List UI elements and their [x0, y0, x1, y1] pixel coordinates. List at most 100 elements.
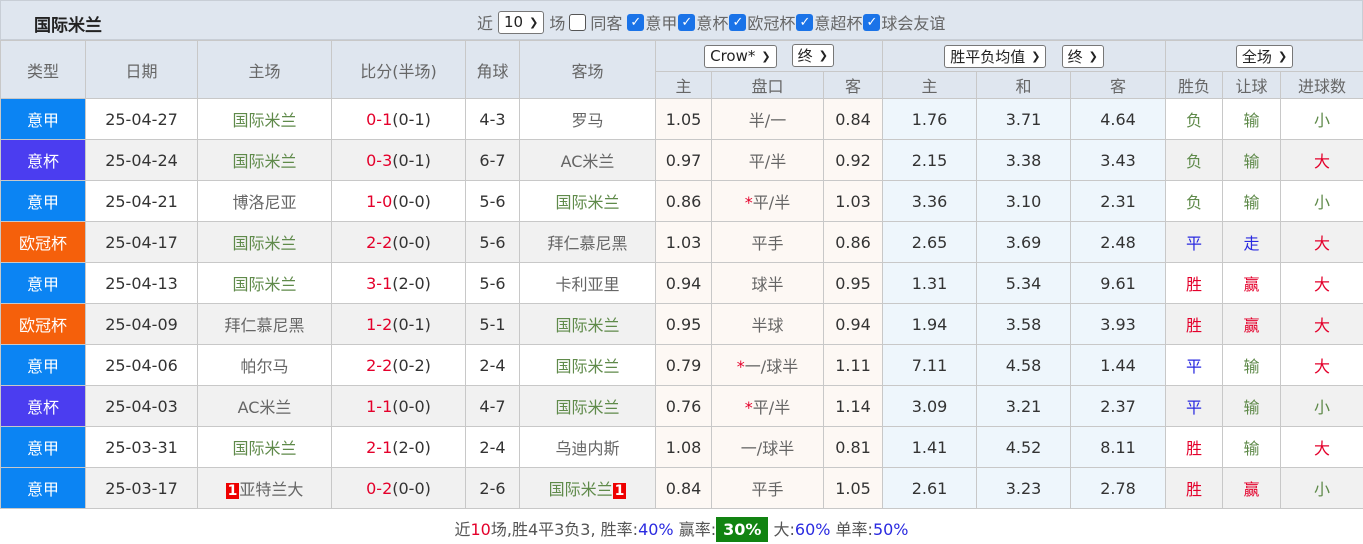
competition-type[interactable]: 意杯 — [1, 140, 86, 181]
goals-result: 小 — [1281, 181, 1363, 222]
away-team-name: AC米兰 — [561, 152, 615, 171]
home-team[interactable]: 国际米兰 — [198, 222, 332, 263]
competition-type[interactable]: 欧冠杯 — [1, 222, 86, 263]
handicap-result: 输 — [1223, 140, 1281, 181]
competition-checkbox[interactable]: ✓ — [863, 14, 880, 31]
match-row[interactable]: 意杯 25-04-03 AC米兰 1-1(0-0) 4-7 国际米兰 0.76 … — [1, 386, 1363, 427]
competition-type[interactable]: 意甲 — [1, 263, 86, 304]
home-team[interactable]: 国际米兰 — [198, 140, 332, 181]
match-row[interactable]: 意甲 25-04-27 国际米兰 0-1(0-1) 4-3 罗马 1.05 半/… — [1, 99, 1363, 140]
summary-text: 大: — [768, 520, 794, 539]
eu-away-odds: 3.43 — [1071, 140, 1166, 181]
ah-time-select[interactable]: 终❯ — [792, 44, 834, 67]
home-team-name: 国际米兰 — [232, 439, 296, 458]
match-date: 25-04-06 — [86, 345, 198, 386]
away-team-name: 乌迪内斯 — [555, 439, 619, 458]
home-team[interactable]: 国际米兰 — [198, 99, 332, 140]
eu-company-select[interactable]: 胜平负均值❯ — [944, 45, 1046, 68]
ah-away-odds: 1.05 — [824, 468, 883, 509]
competition-type[interactable]: 意甲 — [1, 181, 86, 222]
over-rate: 60% — [795, 520, 831, 539]
team-title: 国际米兰 — [34, 11, 102, 36]
ah-away-odds: 0.84 — [824, 99, 883, 140]
away-team[interactable]: 国际米兰 — [520, 345, 656, 386]
summary-count: 10 — [471, 520, 491, 539]
competition-checkbox[interactable]: ✓ — [796, 14, 813, 31]
away-team[interactable]: 罗马 — [520, 99, 656, 140]
away-team[interactable]: 国际米兰 — [520, 304, 656, 345]
match-date: 25-04-24 — [86, 140, 198, 181]
chevron-down-icon: ❯ — [1089, 50, 1098, 63]
eu-away-odds: 1.44 — [1071, 345, 1166, 386]
competition-label: 欧冠杯 — [747, 10, 795, 34]
full-time-score: 0-3 — [366, 151, 392, 170]
match-row[interactable]: 欧冠杯 25-04-17 国际米兰 2-2(0-0) 5-6 拜仁慕尼黑 1.0… — [1, 222, 1363, 263]
away-team[interactable]: AC米兰 — [520, 140, 656, 181]
ah-line: 平手 — [712, 222, 824, 263]
eu-draw-odds: 3.69 — [977, 222, 1071, 263]
competition-type[interactable]: 意杯 — [1, 386, 86, 427]
result: 负 — [1166, 181, 1223, 222]
home-team[interactable]: 国际米兰 — [198, 263, 332, 304]
home-team[interactable]: AC米兰 — [198, 386, 332, 427]
same-away-checkbox[interactable] — [569, 14, 586, 31]
away-team[interactable]: 卡利亚里 — [520, 263, 656, 304]
away-team-name: 拜仁慕尼黑 — [547, 234, 627, 253]
competition-label: 球会友谊 — [881, 10, 945, 34]
eu-time-select[interactable]: 终❯ — [1062, 45, 1104, 68]
ah-away-odds: 0.95 — [824, 263, 883, 304]
away-team[interactable]: 国际米兰 — [520, 386, 656, 427]
home-team[interactable]: 国际米兰 — [198, 427, 332, 468]
ah-line-value: 半球 — [751, 316, 783, 335]
competition-checkbox[interactable]: ✓ — [678, 14, 695, 31]
competition-checkboxes: ✓意甲✓意杯✓欧冠杯✓意超杯✓球会友谊 — [626, 10, 945, 34]
competition-type[interactable]: 意甲 — [1, 99, 86, 140]
competition-checkbox[interactable]: ✓ — [627, 14, 644, 31]
away-team[interactable]: 拜仁慕尼黑 — [520, 222, 656, 263]
home-team-name: 国际米兰 — [232, 275, 296, 294]
score: 2-2(0-2) — [332, 345, 466, 386]
match-row[interactable]: 意杯 25-04-24 国际米兰 0-3(0-1) 6-7 AC米兰 0.97 … — [1, 140, 1363, 181]
competition-type[interactable]: 欧冠杯 — [1, 304, 86, 345]
ah-home-odds: 0.86 — [656, 181, 712, 222]
scope-select[interactable]: 全场❯ — [1236, 45, 1293, 68]
filter-bar: 国际米兰 近 10❯ 场 同客 ✓意甲✓意杯✓欧冠杯✓意超杯✓球会友谊 — [0, 0, 1363, 40]
match-table: 类型 日期 主场 比分(半场) 角球 客场 Crow*❯ 终❯ 胜平负均值❯ 终… — [0, 40, 1363, 509]
match-row[interactable]: 意甲 25-03-31 国际米兰 2-1(2-0) 2-4 乌迪内斯 1.08 … — [1, 427, 1363, 468]
ah-company-select[interactable]: Crow*❯ — [704, 45, 776, 68]
handicap-result: 赢 — [1223, 304, 1281, 345]
eu-home-odds: 1.94 — [883, 304, 977, 345]
corners: 5-6 — [466, 222, 520, 263]
competition-checkbox[interactable]: ✓ — [729, 14, 746, 31]
competition-type[interactable]: 意甲 — [1, 345, 86, 386]
ah-home-odds: 0.76 — [656, 386, 712, 427]
home-team[interactable]: 拜仁慕尼黑 — [198, 304, 332, 345]
match-row[interactable]: 意甲 25-04-06 帕尔马 2-2(0-2) 2-4 国际米兰 0.79 *… — [1, 345, 1363, 386]
match-row[interactable]: 欧冠杯 25-04-09 拜仁慕尼黑 1-2(0-1) 5-1 国际米兰 0.9… — [1, 304, 1363, 345]
ah-line: 平/半 — [712, 140, 824, 181]
half-time-score: (0-0) — [392, 192, 431, 211]
corners: 6-7 — [466, 140, 520, 181]
competition-type[interactable]: 意甲 — [1, 468, 86, 509]
summary: 近10场,胜4平3负3, 胜率:40% 赢率:30% 大:60% 单率:50% — [0, 509, 1363, 544]
competition-type[interactable]: 意甲 — [1, 427, 86, 468]
score: 1-0(0-0) — [332, 181, 466, 222]
count-select[interactable]: 10❯ — [498, 11, 544, 34]
match-row[interactable]: 意甲 25-04-13 国际米兰 3-1(2-0) 5-6 卡利亚里 0.94 … — [1, 263, 1363, 304]
away-team[interactable]: 国际米兰 — [520, 181, 656, 222]
home-team[interactable]: 博洛尼亚 — [198, 181, 332, 222]
eu-home-odds: 2.15 — [883, 140, 977, 181]
eu-home-odds: 3.36 — [883, 181, 977, 222]
away-team[interactable]: 乌迪内斯 — [520, 427, 656, 468]
full-time-score: 1-1 — [366, 397, 392, 416]
match-row[interactable]: 意甲 25-04-21 博洛尼亚 1-0(0-0) 5-6 国际米兰 0.86 … — [1, 181, 1363, 222]
score: 1-1(0-0) — [332, 386, 466, 427]
same-away-label: 同客 — [590, 10, 622, 34]
full-time-score: 1-2 — [366, 315, 392, 334]
ah-time-value: 终 — [798, 45, 813, 66]
home-team[interactable]: 帕尔马 — [198, 345, 332, 386]
col-goals: 进球数 — [1281, 72, 1363, 99]
